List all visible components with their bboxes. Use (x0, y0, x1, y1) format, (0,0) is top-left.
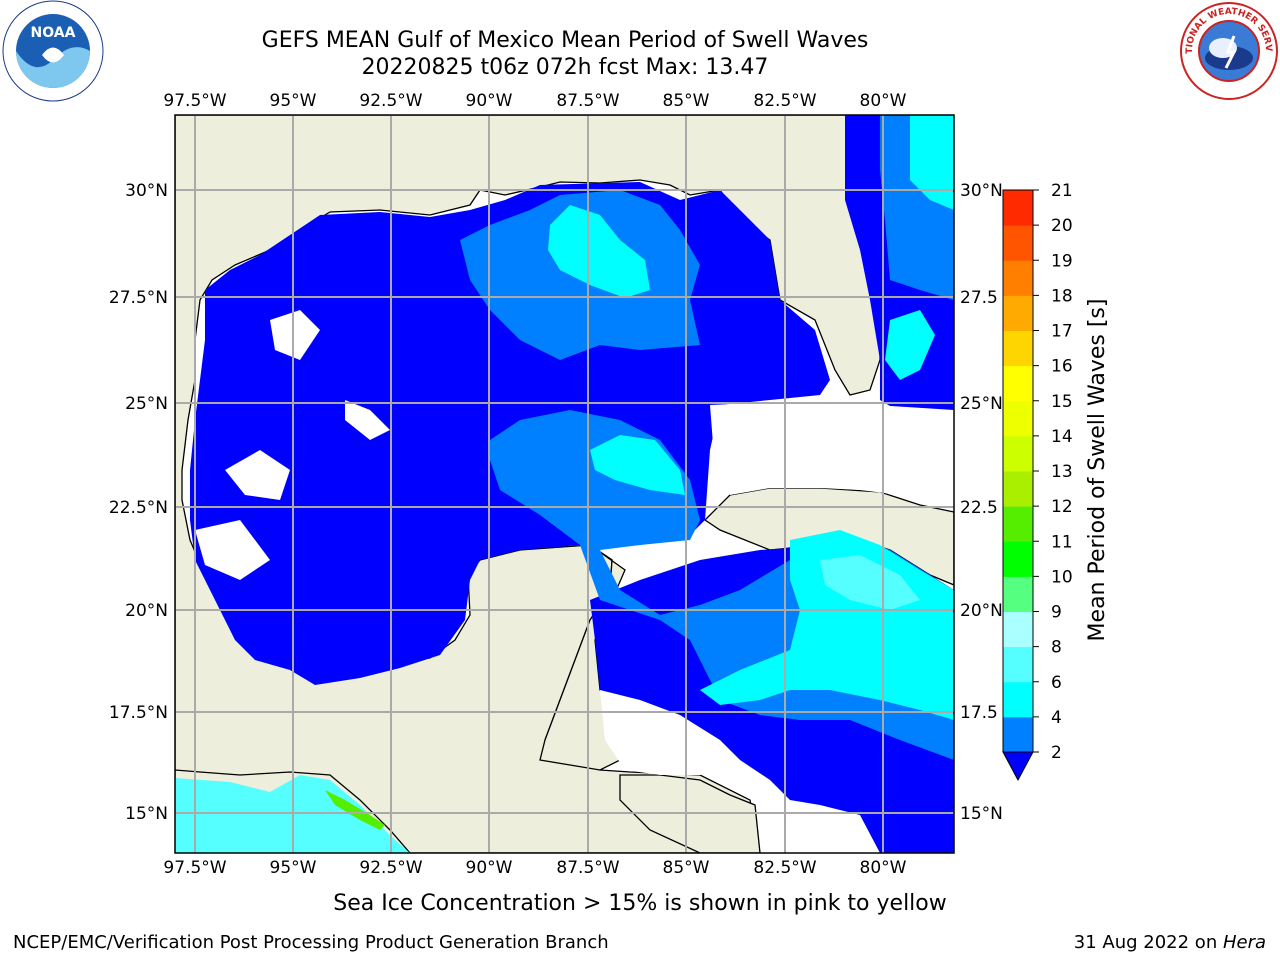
swell-period-fill (175, 115, 954, 853)
colorbar-segment (1003, 681, 1033, 718)
swell-band-6-8 (548, 205, 650, 298)
map-subtitle: 20220825 t06z 072h fcst Max: 13.47 (361, 55, 769, 80)
colorbar-segment (1003, 365, 1033, 402)
colorbar-tick-label: 19 (1051, 251, 1073, 271)
pacific-ice-green (325, 790, 385, 830)
colorbar (1002, 189, 1034, 782)
swell-band-6-8-yucatan (590, 435, 685, 495)
colorbar-tick-label: 15 (1051, 392, 1073, 412)
swell-band-8-9 (820, 555, 920, 610)
gridlines (175, 115, 954, 853)
hole (270, 310, 320, 360)
lon-label-top: 82.5°W (753, 91, 816, 111)
colorbar-extend-min (1002, 751, 1034, 782)
lat-label-left: 17.5°N (109, 703, 168, 723)
lon-label-top: 97.5°W (163, 91, 226, 111)
lat-label-left: 15°N (125, 804, 168, 824)
colorbar-segment (1003, 646, 1033, 683)
colorbar-segment (1003, 260, 1033, 296)
colorbar-ticks: 2 4 6 8 9 10 11 12 13 14 15 16 17 18 19 20 21 (1033, 181, 1073, 763)
low-swell-holes (195, 310, 954, 775)
colorbar-tick-label: 13 (1051, 462, 1073, 482)
colorbar-segment (1003, 506, 1033, 542)
lon-label-bottom: 85°W (663, 858, 710, 878)
colorbar-segment (1003, 225, 1033, 261)
lon-label-top: 95°W (270, 91, 317, 111)
colorbar-tick-label: 9 (1051, 603, 1062, 623)
lat-label-left: 20°N (125, 601, 168, 621)
colorbar-segment (1003, 400, 1033, 437)
colorbar-segment (1003, 576, 1033, 612)
lon-label-top: 80°W (860, 91, 907, 111)
colorbar-tick-label: 18 (1051, 286, 1073, 306)
lon-label-top: 87.5°W (556, 91, 619, 111)
swell-band-6-8-atlantic (910, 115, 954, 210)
hole (710, 400, 954, 505)
lon-label-bottom: 82.5°W (753, 858, 816, 878)
colorbar-tick-label: 8 (1051, 638, 1062, 658)
map-frame (174, 114, 955, 854)
machine-name: Hera (1222, 932, 1266, 953)
colorbar-tick-label: 4 (1051, 708, 1062, 728)
noaa-logo: NOAA (2, 0, 104, 102)
lat-label-right: 15°N (960, 804, 1003, 824)
branch-credit: NCEP/EMC/Verification Post Processing Pr… (13, 932, 609, 953)
colorbar-segment (1003, 330, 1033, 367)
colorbar-segment (1003, 435, 1033, 472)
colorbar-segment (1003, 190, 1033, 226)
lat-label-right: 20°N (960, 601, 1003, 621)
lon-label-top: 92.5°W (359, 91, 422, 111)
lon-label-bottom: 97.5°W (163, 858, 226, 878)
run-date-text: 31 Aug 2022 on (1073, 932, 1223, 953)
lat-label-right: 25°N (960, 394, 1003, 414)
map-title: GEFS MEAN Gulf of Mexico Mean Period of … (261, 28, 869, 53)
lat-label-right: 30°N (960, 181, 1003, 201)
colorbar-label: Mean Period of Swell Waves [s] (1085, 298, 1110, 642)
colorbar-tick-label: 17 (1051, 322, 1073, 342)
lat-label-right: 27.5 (960, 288, 998, 308)
colorbar-tick-label: 16 (1051, 357, 1073, 377)
colorbar-tick-label: 6 (1051, 673, 1062, 693)
colorbar-tick-label: 20 (1051, 216, 1073, 236)
noaa-logo-text: NOAA (31, 25, 76, 41)
lat-label-left: 25°N (125, 394, 168, 414)
lat-label-right: 17.5 (960, 703, 998, 723)
lon-label-bottom: 95°W (270, 858, 317, 878)
lon-label-bottom: 90°W (466, 858, 513, 878)
hole (225, 450, 290, 500)
colorbar-segment (1003, 716, 1033, 753)
colorbar-tick-label: 14 (1051, 427, 1073, 447)
colorbar-segment (1003, 611, 1033, 648)
lon-label-bottom: 92.5°W (359, 858, 422, 878)
colorbar-segment (1003, 541, 1033, 577)
nws-logo: NATIONAL WEATHER SERVICE (1178, 0, 1278, 100)
lat-label-left: 30°N (125, 181, 168, 201)
lon-label-top: 90°W (466, 91, 513, 111)
colorbar-tick-label: 10 (1051, 567, 1073, 587)
hole (195, 520, 270, 580)
lat-label-right: 22.5 (960, 498, 998, 518)
lat-label-left: 22.5°N (109, 498, 168, 518)
colorbar-segment (1003, 471, 1033, 507)
run-date: 31 Aug 2022 on Hera (1074, 932, 1266, 953)
lon-label-top: 85°W (663, 91, 710, 111)
colorbar-tick-label: 2 (1051, 743, 1062, 763)
colorbar-tick-label: 12 (1051, 497, 1073, 517)
colorbar-segment (1003, 295, 1033, 331)
sea-ice-note: Sea Ice Concentration > 15% is shown in … (333, 891, 947, 916)
lon-label-bottom: 80°W (860, 858, 907, 878)
hole (345, 400, 390, 440)
lon-label-bottom: 87.5°W (556, 858, 619, 878)
swell-band-6-8-bahamas (885, 310, 935, 380)
colorbar-tick-label: 11 (1051, 532, 1073, 552)
lat-label-left: 27.5°N (109, 288, 168, 308)
colorbar-tick-label: 21 (1051, 181, 1073, 201)
